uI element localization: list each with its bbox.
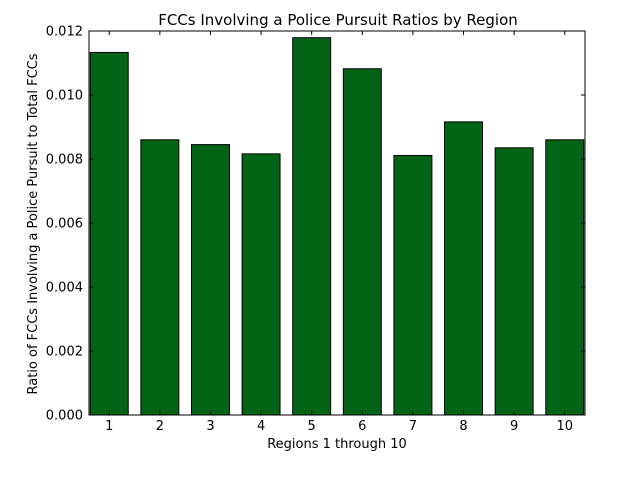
x-tick-label: 4 (257, 419, 265, 434)
y-tick-label: 0.008 (46, 153, 83, 168)
y-tick-label: 0.006 (46, 217, 83, 232)
x-tick-label: 3 (206, 419, 214, 434)
bar-region-9 (494, 147, 534, 416)
chart-title: FCCs Involving a Police Pursuit Ratios b… (158, 11, 518, 29)
bar-region-2 (140, 139, 180, 416)
bar-region-10 (545, 139, 585, 416)
x-tick-label: 5 (308, 419, 316, 434)
bar-region-7 (393, 154, 433, 416)
bar-region-4 (241, 153, 281, 416)
x-tick-label: 2 (156, 419, 164, 434)
x-tick-label: 1 (105, 419, 113, 434)
y-tick-label: 0.002 (46, 345, 83, 360)
y-tick-label: 0.000 (46, 409, 83, 424)
bar-region-8 (444, 121, 484, 416)
bar-region-1 (89, 51, 129, 416)
axis-ticks: 0.000 0.002 0.004 0.006 0.008 0.010 0.012 1 2 3 4 5… (46, 25, 585, 434)
x-tick-label: 7 (409, 419, 417, 434)
bar-region-6 (342, 68, 382, 416)
bar-region-5 (292, 37, 332, 416)
x-tick-label: 9 (510, 419, 518, 434)
x-tick-label: 6 (358, 419, 366, 434)
x-axis-label: Regions 1 through 10 (267, 437, 407, 452)
y-axis-label: Ratio of FCCs Involving a Police Pursuit… (26, 53, 41, 394)
x-tick-label: 10 (556, 419, 573, 434)
x-tick-label: 8 (459, 419, 467, 434)
bars (89, 37, 585, 416)
y-tick-label: 0.012 (46, 25, 83, 40)
y-tick-label: 0.004 (46, 281, 83, 296)
y-tick-label: 0.010 (46, 89, 83, 104)
bar-region-3 (190, 144, 230, 416)
